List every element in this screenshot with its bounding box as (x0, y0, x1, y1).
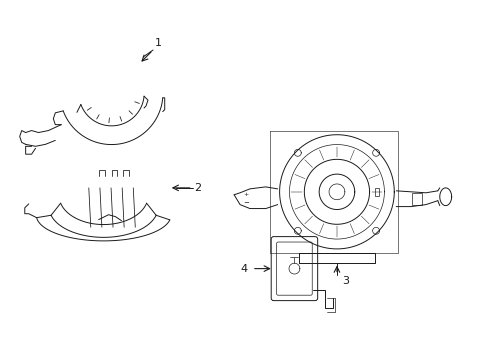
Bar (375, 188, 379, 196)
Text: 3: 3 (342, 276, 349, 287)
Text: +: + (244, 192, 248, 197)
Text: 4: 4 (241, 264, 248, 274)
Text: 1: 1 (155, 38, 162, 48)
Text: −: − (243, 200, 249, 206)
Text: 2: 2 (195, 183, 202, 193)
Bar (412, 193, 422, 204)
